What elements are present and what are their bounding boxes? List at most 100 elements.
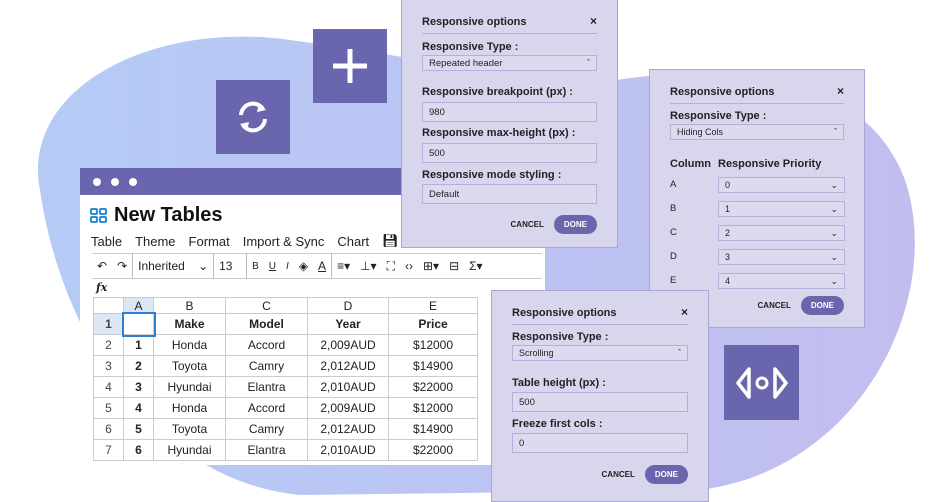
- freeze-cols-input[interactable]: 0: [512, 433, 688, 453]
- cell[interactable]: 2,009AUD: [307, 334, 389, 356]
- menu-table[interactable]: Table: [91, 233, 123, 249]
- cell[interactable]: $14900: [388, 355, 478, 377]
- borders-icon[interactable]: ⊞▾: [422, 259, 440, 273]
- col-header[interactable]: E: [388, 297, 478, 314]
- row-header[interactable]: 3: [93, 355, 124, 377]
- cell[interactable]: 2,012AUD: [307, 418, 389, 440]
- menu-format[interactable]: Format: [188, 233, 230, 249]
- split-icon[interactable]: ⊟: [449, 259, 460, 273]
- align-icon[interactable]: ≡▾: [337, 259, 351, 273]
- done-button[interactable]: DONE: [644, 465, 688, 484]
- menu-import-sync[interactable]: Import & Sync: [242, 233, 325, 249]
- cell[interactable]: 5: [123, 418, 154, 440]
- priority-select[interactable]: 1 ⌄: [718, 201, 845, 217]
- cell[interactable]: Elantra: [225, 439, 308, 461]
- cell[interactable]: Price: [388, 313, 478, 335]
- cell[interactable]: $14900: [388, 418, 478, 440]
- priority-select[interactable]: 0 ⌄: [718, 177, 845, 193]
- table-height-input[interactable]: 500: [512, 392, 688, 412]
- cancel-button[interactable]: CANCEL: [757, 301, 791, 310]
- cell[interactable]: Hyundai: [153, 376, 226, 398]
- row-header[interactable]: 4: [93, 376, 124, 398]
- row-header[interactable]: 7: [93, 439, 124, 461]
- priority-select[interactable]: 3 ⌄: [718, 249, 845, 265]
- cell[interactable]: 6: [123, 439, 154, 461]
- undo-icon[interactable]: ↶: [97, 259, 108, 273]
- breakpoint-input[interactable]: 980: [422, 102, 597, 122]
- priority-select[interactable]: 4 ⌄: [718, 273, 845, 289]
- bold-button[interactable]: B: [252, 260, 259, 272]
- cell[interactable]: Model: [225, 313, 308, 335]
- code-icon[interactable]: ‹›: [404, 259, 413, 273]
- cell[interactable]: 1: [123, 334, 154, 356]
- column-letter: C: [670, 227, 677, 238]
- col-header[interactable]: B: [153, 297, 226, 314]
- window-dot[interactable]: [129, 177, 137, 186]
- table-row: 4 3 Hyundai Elantra 2,010AUD $22000: [93, 376, 478, 398]
- cell[interactable]: Toyota: [153, 355, 226, 377]
- window-dot[interactable]: [93, 177, 101, 186]
- cell[interactable]: Year: [307, 313, 389, 335]
- cell[interactable]: Camry: [225, 355, 308, 377]
- cell[interactable]: 2,012AUD: [307, 355, 389, 377]
- cell[interactable]: Accord: [225, 334, 308, 356]
- close-icon[interactable]: ×: [836, 84, 844, 98]
- cell[interactable]: $22000: [388, 376, 478, 398]
- sum-button[interactable]: Σ▾: [469, 259, 483, 273]
- redo-icon[interactable]: ↷: [117, 259, 128, 273]
- font-size-input[interactable]: 13: [219, 259, 233, 273]
- cell[interactable]: 2,010AUD: [307, 376, 389, 398]
- type-select[interactable]: Repeated header ˆ: [422, 55, 597, 71]
- text-color-button[interactable]: A: [318, 259, 327, 273]
- cell[interactable]: Elantra: [225, 376, 308, 398]
- cell[interactable]: Make: [153, 313, 226, 335]
- underline-button[interactable]: U: [268, 260, 277, 272]
- menu-theme[interactable]: Theme: [135, 233, 176, 249]
- row-header[interactable]: 2: [93, 334, 124, 356]
- cancel-button[interactable]: CANCEL: [601, 470, 635, 479]
- cell[interactable]: Honda: [153, 397, 226, 419]
- cancel-button[interactable]: CANCEL: [510, 220, 544, 229]
- cell[interactable]: 4: [123, 397, 154, 419]
- cell[interactable]: Hyundai: [153, 439, 226, 461]
- row-header[interactable]: 6: [93, 418, 124, 440]
- cell[interactable]: Accord: [225, 397, 308, 419]
- priority-select[interactable]: 2 ⌄: [718, 225, 845, 241]
- cell[interactable]: 3: [123, 376, 154, 398]
- menu-chart[interactable]: Chart: [337, 233, 370, 249]
- cell[interactable]: $22000: [388, 439, 478, 461]
- italic-button[interactable]: I: [286, 260, 289, 272]
- column-header: Column: [670, 158, 711, 170]
- max-height-input[interactable]: 500: [422, 143, 597, 163]
- col-header[interactable]: C: [225, 297, 308, 314]
- row-header[interactable]: 5: [93, 397, 124, 419]
- table-row: 6 5 Toyota Camry 2,012AUD $14900: [93, 418, 478, 440]
- merge-icon[interactable]: ⛶: [386, 258, 395, 273]
- col-header[interactable]: D: [307, 297, 389, 314]
- cell[interactable]: $12000: [388, 397, 478, 419]
- done-button[interactable]: DONE: [800, 296, 844, 315]
- type-select[interactable]: Hiding Cols ˆ: [670, 124, 844, 140]
- cell[interactable]: 2: [123, 355, 154, 377]
- col-header[interactable]: A: [123, 297, 154, 314]
- table-row: 5 4 Honda Accord 2,009AUD $12000: [93, 397, 478, 419]
- fill-color-icon[interactable]: ◈: [298, 259, 309, 273]
- type-select[interactable]: Scrolling ˆ: [512, 345, 688, 361]
- window-dot[interactable]: [111, 177, 119, 186]
- cell[interactable]: Toyota: [153, 418, 226, 440]
- valign-icon[interactable]: ⊥▾: [360, 259, 377, 273]
- cell[interactable]: [121, 311, 156, 337]
- cell[interactable]: 2,009AUD: [307, 397, 389, 419]
- cell[interactable]: Honda: [153, 334, 226, 356]
- row-header[interactable]: 1: [93, 313, 124, 335]
- done-button[interactable]: DONE: [553, 215, 597, 234]
- cell[interactable]: $12000: [388, 334, 478, 356]
- close-icon[interactable]: ×: [680, 305, 688, 319]
- close-icon[interactable]: ×: [589, 14, 597, 28]
- cell[interactable]: 2,010AUD: [307, 439, 389, 461]
- save-icon[interactable]: 💾︎: [382, 233, 399, 248]
- font-select[interactable]: Inherited ⌄: [138, 259, 209, 273]
- cell[interactable]: Camry: [225, 418, 308, 440]
- panel-title: Responsive options ×: [670, 84, 844, 104]
- styling-select[interactable]: Default: [422, 184, 597, 204]
